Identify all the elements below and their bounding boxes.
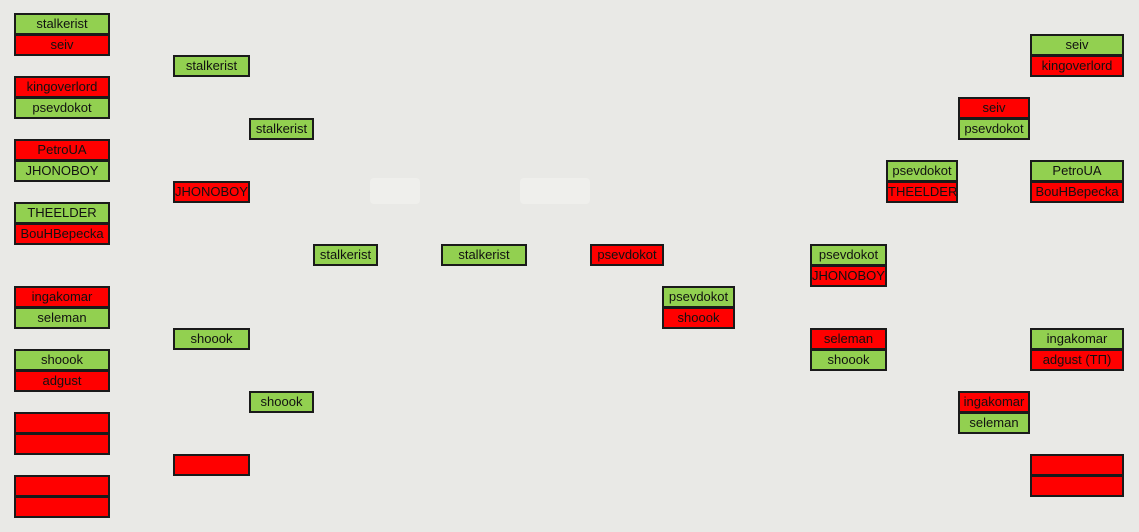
match-r1b-bottom: psevdokot <box>958 118 1030 140</box>
match-l1-7-bottom <box>14 433 110 455</box>
match-rf-top: psevdokot <box>662 286 735 308</box>
match-l3-2: shoook <box>249 391 314 413</box>
final-left: stalkerist <box>441 244 527 266</box>
match-l3-1: stalkerist <box>249 118 314 140</box>
match-r1-1-bottom: kingoverlord <box>1030 55 1124 77</box>
match-r3-1-top: psevdokot <box>810 244 887 266</box>
match-r2-1-bottom: THEELDER <box>886 181 958 203</box>
match-l2-2: JHONOBOY <box>173 181 250 203</box>
match-l1-8-bottom <box>14 496 110 518</box>
match-r3-2-bottom: shoook <box>810 349 887 371</box>
match-r1-3-top: ingakomar <box>1030 328 1124 350</box>
match-l1-5-top: ingakomar <box>14 286 110 308</box>
match-l1-4-top: THEELDER <box>14 202 110 224</box>
match-l1-1-top: stalkerist <box>14 13 110 35</box>
match-l1-6-bottom: adgust <box>14 370 110 392</box>
match-r1b-top: seiv <box>958 97 1030 119</box>
match-l1-3-top: PetroUA <box>14 139 110 161</box>
match-l1-1-bottom: seiv <box>14 34 110 56</box>
match-r2-1-top: psevdokot <box>886 160 958 182</box>
background-smudge <box>520 178 590 204</box>
match-l1-3-bottom: JHONOBOY <box>14 160 110 182</box>
match-r1-2-top: PetroUA <box>1030 160 1124 182</box>
match-l2-3: shoook <box>173 328 250 350</box>
match-l1-8-top <box>14 475 110 497</box>
match-r1-4-top <box>1030 454 1124 476</box>
match-l2-1: stalkerist <box>173 55 250 77</box>
match-r1-3-bottom: adgust (TП) <box>1030 349 1124 371</box>
match-r1-4-bottom <box>1030 475 1124 497</box>
match-l1-7-top <box>14 412 110 434</box>
match-r1-2-bottom: BouHBepecka <box>1030 181 1124 203</box>
match-r1-1-top: seiv <box>1030 34 1124 56</box>
match-r3-1-bottom: JHONOBOY <box>810 265 887 287</box>
match-l1-4-bottom: BouHBepecka <box>14 223 110 245</box>
match-r2-2-bottom: seleman <box>958 412 1030 434</box>
match-l1-2-bottom: psevdokot <box>14 97 110 119</box>
final-right: psevdokot <box>590 244 664 266</box>
background-smudge <box>370 178 420 204</box>
match-l2-4 <box>173 454 250 476</box>
match-r2-2-top: ingakomar <box>958 391 1030 413</box>
match-r3-2-top: seleman <box>810 328 887 350</box>
match-l1-5-bottom: seleman <box>14 307 110 329</box>
match-l4-1: stalkerist <box>313 244 378 266</box>
match-rf-bottom: shoook <box>662 307 735 329</box>
match-l1-2-top: kingoverlord <box>14 76 110 98</box>
match-l1-6-top: shoook <box>14 349 110 371</box>
